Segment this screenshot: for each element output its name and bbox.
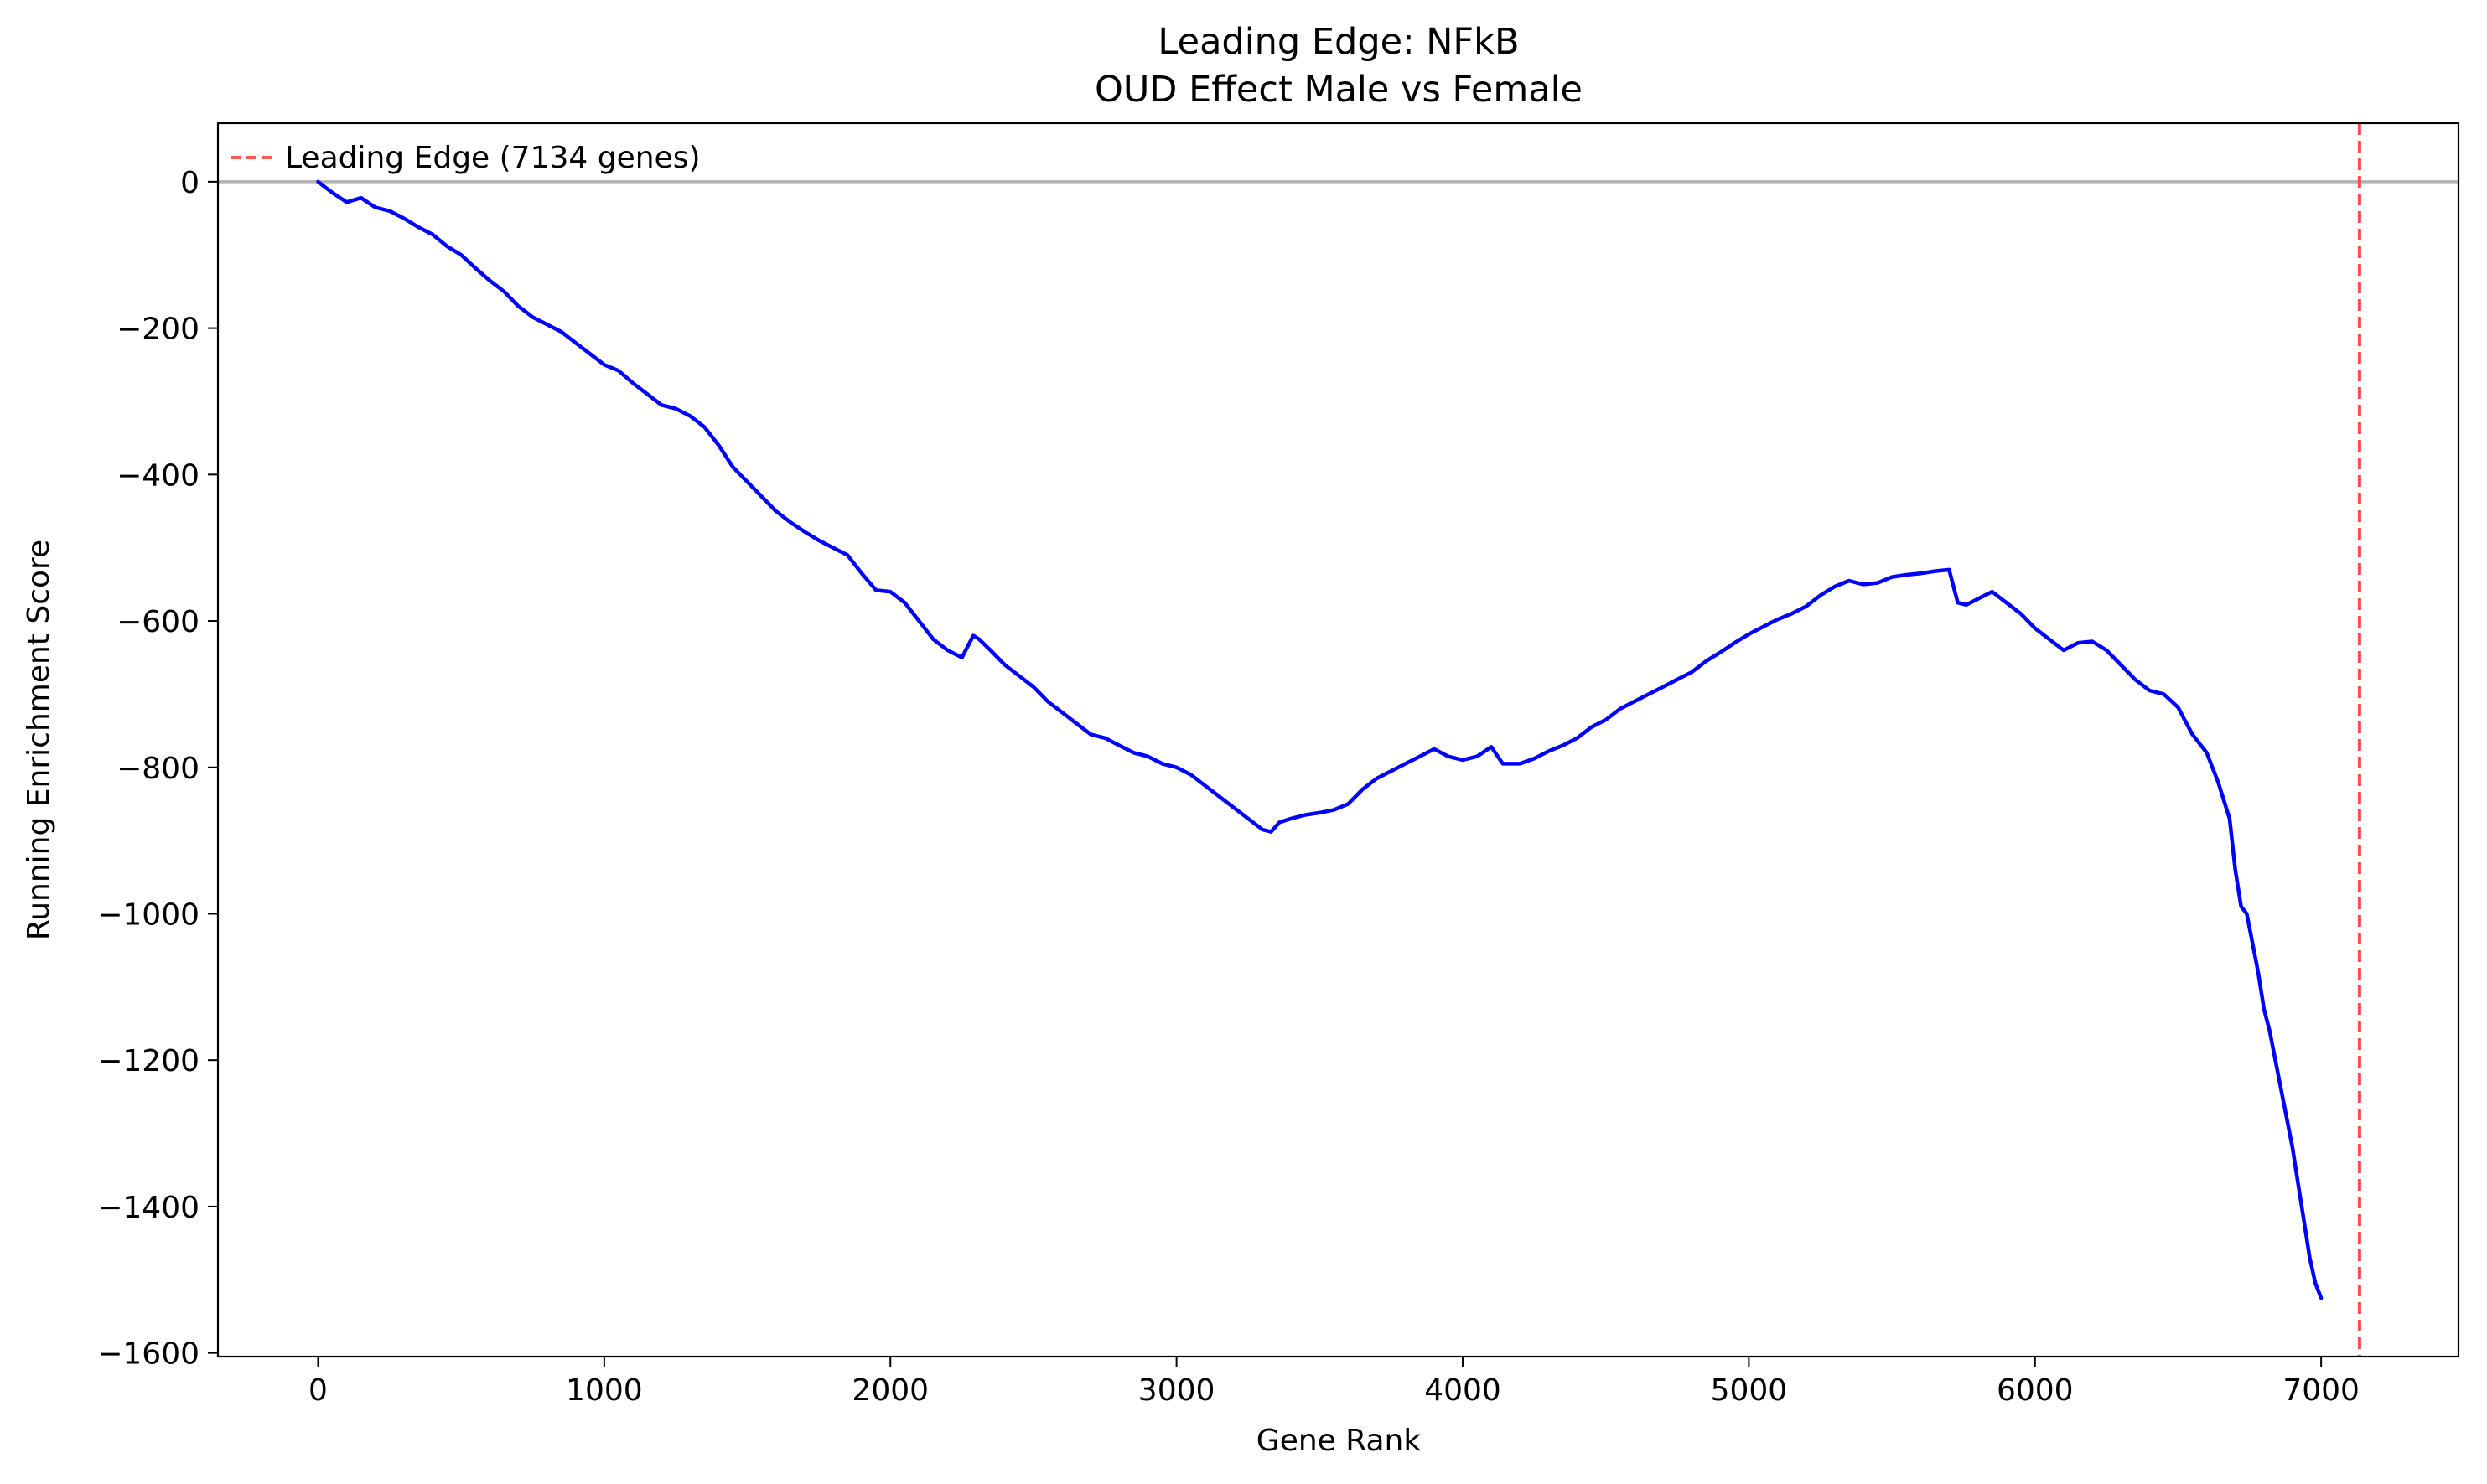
chart-title-line-1: Leading Edge: NFkB	[1158, 21, 1519, 63]
chart-title-line-2: OUD Effect Male vs Female	[1095, 69, 1583, 111]
y-tick-label: −1600	[97, 1337, 199, 1372]
y-tick-label: −1000	[97, 897, 199, 932]
x-tick-label: 7000	[2282, 1373, 2360, 1408]
x-tick-label: 3000	[1138, 1373, 1215, 1408]
y-tick-label: −1200	[97, 1044, 199, 1078]
x-tick-label: 6000	[1997, 1373, 2074, 1408]
y-tick-label: −800	[117, 752, 199, 786]
x-tick-label: 2000	[852, 1373, 929, 1408]
x-tick-label: 4000	[1424, 1373, 1501, 1408]
y-tick-label: 0	[180, 166, 199, 200]
x-tick-label: 1000	[566, 1373, 643, 1408]
y-tick-label: −200	[117, 313, 199, 347]
y-tick-label: −400	[117, 458, 199, 493]
x-tick-label: 0	[308, 1373, 328, 1408]
x-axis-label: Gene Rank	[1256, 1424, 1422, 1458]
y-tick-label: −1400	[97, 1191, 199, 1225]
y-axis-label: Running Enrichment Score	[22, 540, 56, 940]
x-tick-label: 5000	[1711, 1373, 1788, 1408]
y-tick-label: −600	[117, 605, 199, 639]
legend-leading-edge-label: Leading Edge (7134 genes)	[285, 141, 701, 175]
legend: Leading Edge (7134 genes)	[231, 141, 701, 175]
